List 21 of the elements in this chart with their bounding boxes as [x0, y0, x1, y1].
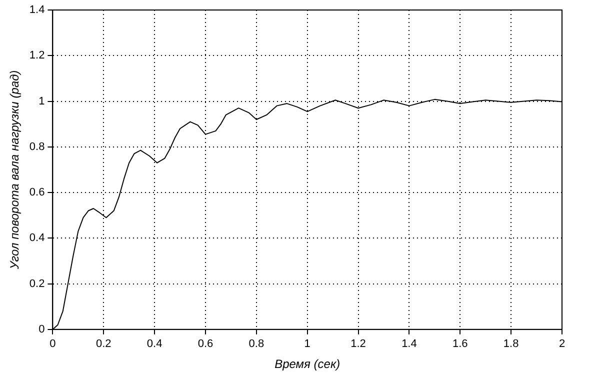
x-tick-label: 2: [558, 338, 566, 350]
y-tick-label: 1: [38, 95, 45, 108]
x-tick-label: 0.4: [146, 338, 162, 350]
x-tick-label: 1.6: [452, 338, 468, 350]
x-tick-label: 0.8: [248, 338, 264, 350]
x-tick-label: 1.4: [402, 338, 417, 350]
x-tick-label: 1.2: [350, 338, 366, 350]
x-tick-label: 0.6: [198, 338, 214, 350]
y-axis-title: Угол поворота вала нагрузки (рад): [8, 70, 22, 270]
x-tick-label: 1: [304, 338, 310, 350]
x-tick-label: 0: [50, 338, 56, 350]
y-tick-label: 0.6: [29, 186, 45, 199]
y-tick-label: 0: [38, 323, 45, 336]
x-axis-title: Время (сек): [274, 357, 340, 372]
y-tick-label: 1.4: [29, 4, 45, 16]
x-tick-label: 0.2: [96, 338, 112, 350]
y-tick-label: 0.8: [29, 140, 45, 153]
y-tick-label: 1.2: [29, 50, 45, 62]
x-tick-label: 1.8: [503, 338, 519, 350]
y-tick-label: 0.4: [29, 232, 45, 244]
y-tick-label: 0.2: [29, 278, 45, 290]
